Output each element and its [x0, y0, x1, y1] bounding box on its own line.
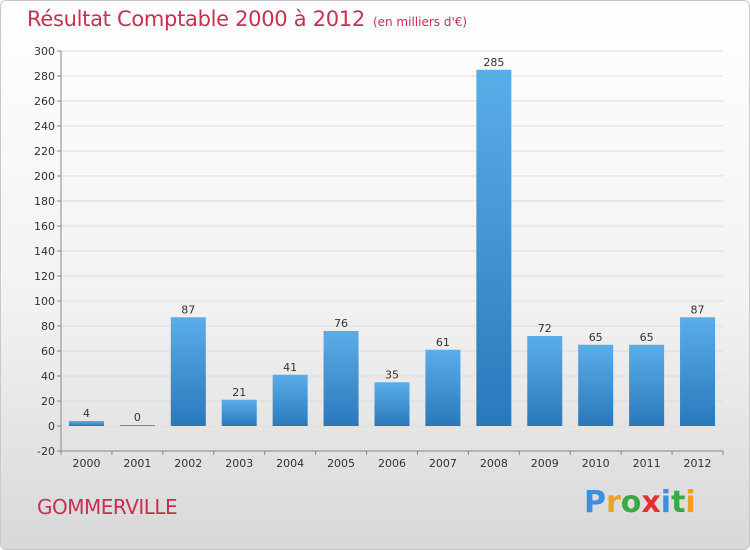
x-tick-label: 2004 [276, 457, 304, 470]
y-tick-label: 240 [34, 120, 55, 133]
x-tick-label: 2006 [378, 457, 406, 470]
value-label-2002: 87 [181, 303, 195, 316]
bar-2003 [221, 399, 257, 426]
x-tick-label: 2009 [531, 457, 559, 470]
y-tick-label: 160 [34, 220, 55, 233]
value-label-2008: 285 [483, 56, 504, 69]
bar-2008 [476, 69, 512, 426]
bar-2004 [272, 374, 308, 426]
y-tick-label: 100 [34, 295, 55, 308]
value-label-2011: 65 [640, 331, 654, 344]
x-tick-label: 2001 [123, 457, 151, 470]
x-tick-label: 2005 [327, 457, 355, 470]
y-tick-label: -20 [37, 445, 55, 458]
logo-letter: o [620, 485, 642, 520]
logo-letter: i [685, 485, 696, 520]
chart-title: Résultat Comptable 2000 à 2012 (en millie… [27, 7, 467, 31]
value-labels: 4 0 87 21 41 76 35 61 285 72 65 65 87 [83, 56, 705, 424]
bar-2011 [629, 344, 665, 426]
x-tick-label: 2003 [225, 457, 253, 470]
value-label-2000: 4 [83, 407, 90, 420]
chart-subtitle: (en milliers d'€) [372, 15, 468, 29]
logo-letter: r [606, 485, 621, 520]
value-label-2012: 87 [691, 303, 705, 316]
bar-2009 [527, 336, 563, 426]
value-label-2009: 72 [538, 322, 552, 335]
bar-2007 [425, 349, 461, 426]
logo-letter: t [671, 485, 686, 520]
y-tick-label: 220 [34, 145, 55, 158]
logo-letter: x [641, 485, 661, 520]
bars [68, 69, 716, 426]
value-label-2010: 65 [589, 331, 603, 344]
value-label-2007: 61 [436, 336, 450, 349]
value-label-2004: 41 [283, 361, 297, 374]
bar-2006 [374, 382, 410, 426]
bar-2010 [578, 344, 614, 426]
y-tick-label: 120 [34, 270, 55, 283]
x-tick-label: 2000 [72, 457, 100, 470]
value-label-2005: 76 [334, 317, 348, 330]
axes: -200204060801001201401601802002202402602… [34, 45, 724, 470]
value-label-2006: 35 [385, 368, 399, 381]
y-tick-label: 0 [48, 420, 55, 433]
proxiti-logo: Proxiti [584, 485, 696, 520]
y-tick-label: 280 [34, 70, 55, 83]
y-tick-label: 300 [34, 45, 55, 58]
y-tick-label: 60 [41, 345, 55, 358]
y-tick-label: 140 [34, 245, 55, 258]
logo-letter: i [660, 485, 672, 520]
y-tick-label: 260 [34, 95, 55, 108]
bar-2012 [680, 317, 716, 426]
city-name: GOMMERVILLE [37, 495, 178, 519]
bar-2000 [68, 421, 104, 426]
value-label-2001: 0 [134, 411, 141, 424]
value-label-2003: 21 [232, 386, 246, 399]
y-tick-label: 200 [34, 170, 55, 183]
bar-2002 [170, 317, 206, 426]
x-tick-label: 2011 [633, 457, 661, 470]
x-tick-label: 2008 [480, 457, 508, 470]
x-tick-label: 2007 [429, 457, 457, 470]
y-tick-label: 20 [41, 395, 55, 408]
y-tick-label: 180 [34, 195, 55, 208]
logo-letter: P [584, 485, 606, 520]
y-tick-label: 80 [41, 320, 55, 333]
chart-title-text: Résultat Comptable 2000 à 2012 [27, 7, 365, 31]
y-tick-label: 40 [41, 370, 55, 383]
x-tick-label: 2002 [174, 457, 202, 470]
x-tick-label: 2010 [582, 457, 610, 470]
bar-2001 [119, 425, 155, 426]
bar-2005 [323, 331, 359, 426]
x-tick-label: 2012 [684, 457, 712, 470]
